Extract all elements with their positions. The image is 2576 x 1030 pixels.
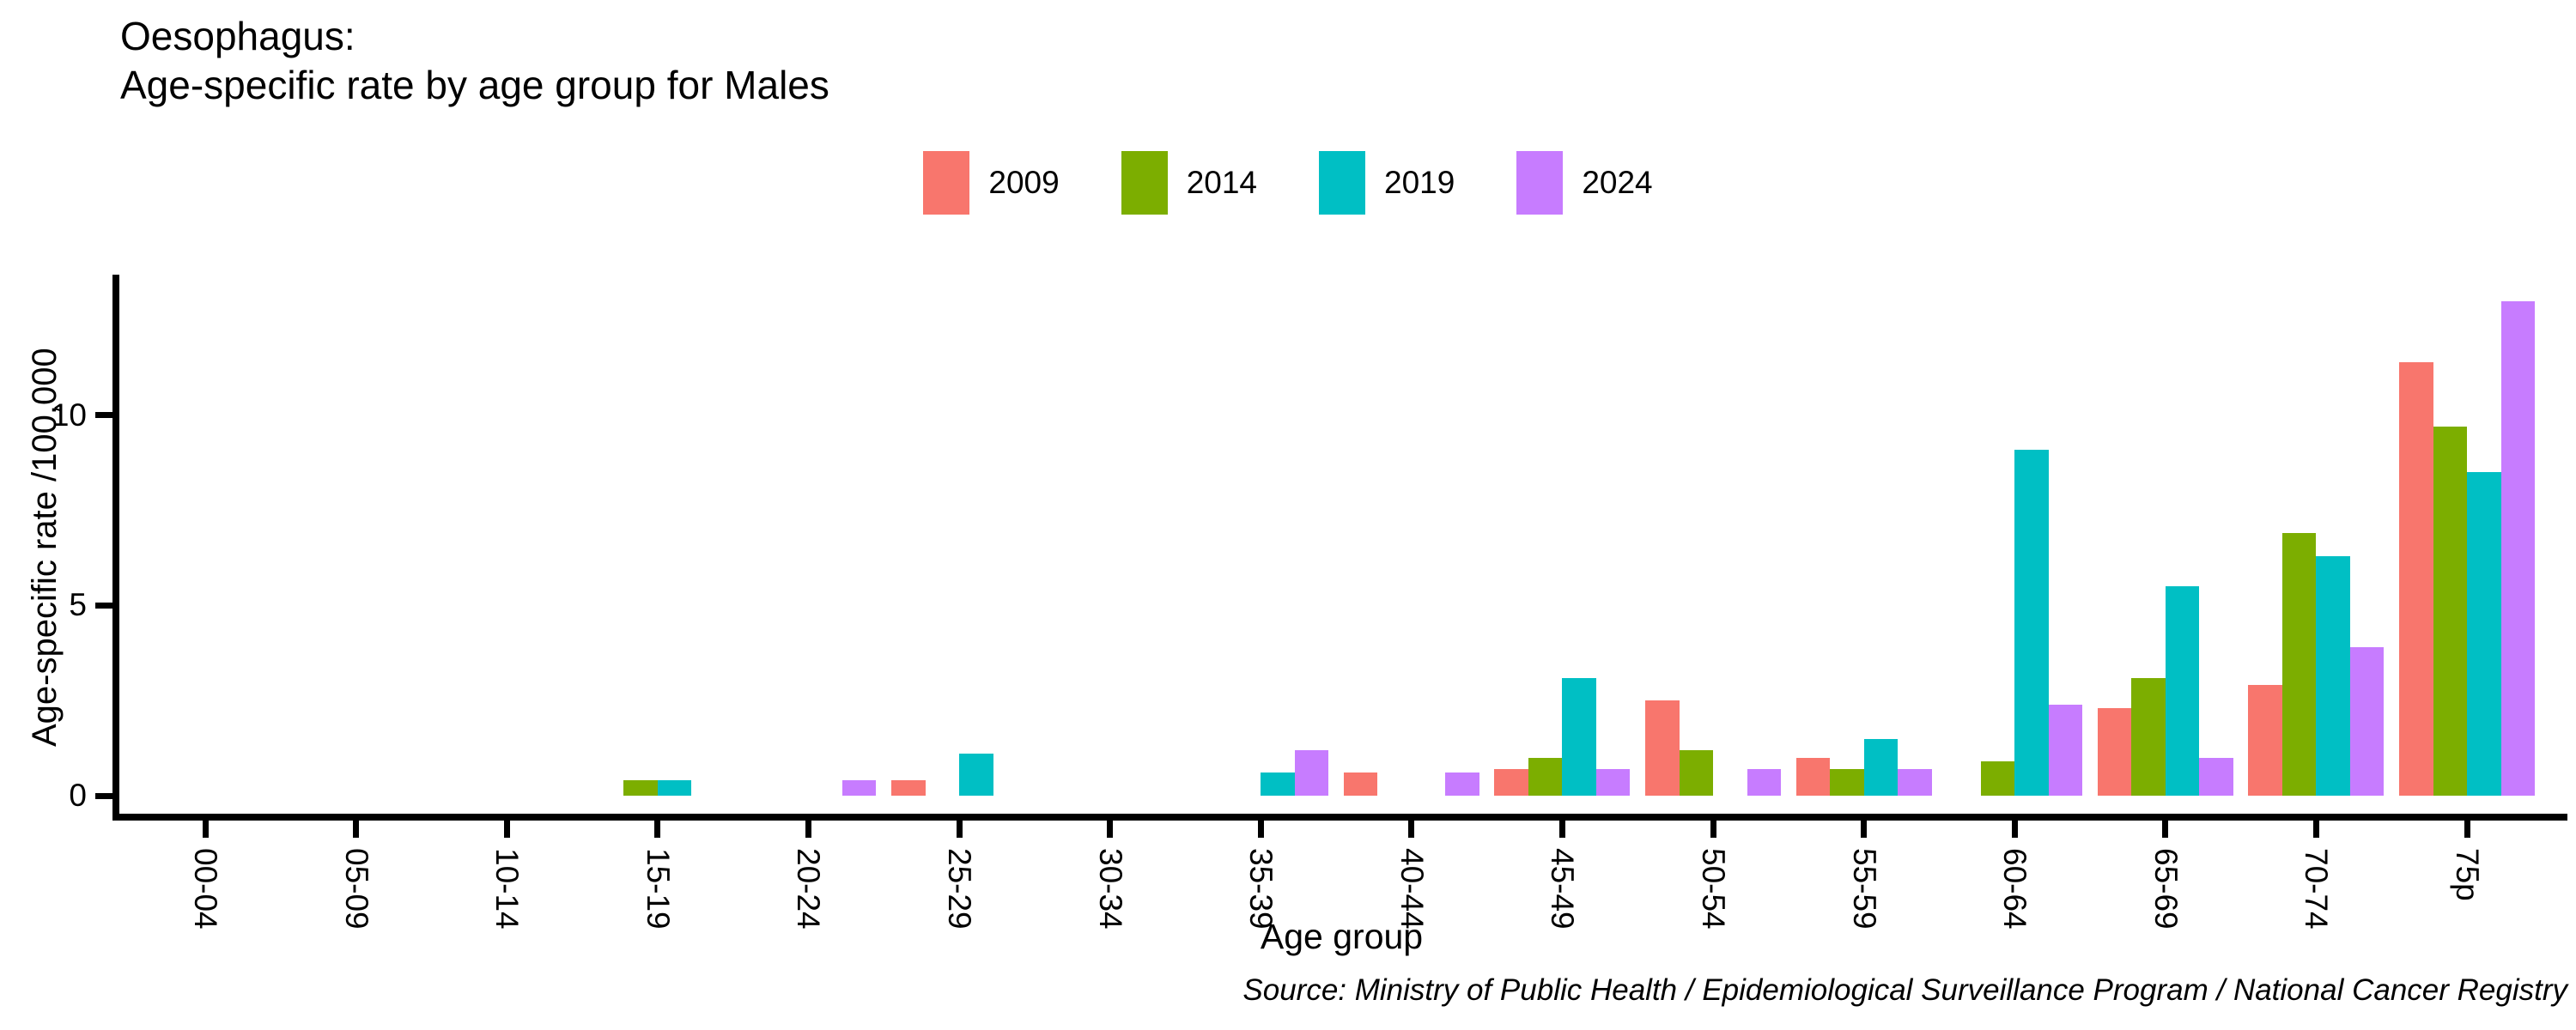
y-axis-title: Age-specific rate /100,000: [26, 348, 64, 748]
y-axis-line: [112, 275, 119, 821]
bar-2014-55-59: [1830, 768, 1864, 796]
bar-2009-65-69: [2097, 708, 2132, 796]
bar-2024-40-44: [1445, 772, 1479, 796]
bar-2009-55-59: [1795, 757, 1831, 796]
bar-2014-50-54: [1679, 749, 1713, 796]
x-axis-line: [112, 814, 2567, 821]
bar-2019-15-19: [657, 780, 692, 796]
legend-item-2009: 2009: [923, 151, 1060, 215]
bar-2009-45-49: [1494, 768, 1528, 796]
x-axis-tick: [2464, 821, 2470, 838]
x-axis-tick-label: 75p: [2450, 848, 2485, 901]
bar-2019-45-49: [1562, 677, 1596, 796]
bar-2009-40-44: [1343, 772, 1378, 796]
legend-label-2019: 2019: [1384, 165, 1455, 200]
bar-2019-35-39: [1261, 772, 1295, 796]
y-axis-tick: [95, 792, 112, 799]
bar-2014-70-74: [2281, 533, 2317, 796]
bar-2019-65-69: [2165, 586, 2200, 796]
legend-swatch-2009: [923, 151, 970, 215]
bar-2009-70-74: [2248, 685, 2282, 796]
legend-item-2024: 2024: [1516, 151, 1653, 215]
x-axis-tick: [1257, 821, 1264, 838]
x-axis-tick: [202, 821, 209, 838]
bar-2009-75p: [2399, 361, 2433, 796]
bar-2009-50-54: [1645, 700, 1680, 796]
bar-2019-60-64: [2014, 449, 2049, 796]
legend-swatch-2014: [1121, 151, 1168, 215]
x-axis-title: Age group: [1260, 917, 1424, 956]
bar-2014-75p: [2433, 426, 2467, 796]
legend-label-2024: 2024: [1582, 165, 1653, 200]
y-axis-tick-label: 0: [69, 778, 87, 813]
bar-2009-25-29: [891, 780, 926, 796]
x-axis-tick: [1408, 821, 1415, 838]
bar-2024-60-64: [2048, 704, 2083, 796]
bar-2014-60-64: [1980, 761, 2015, 796]
chart-title: Oesophagus: Age-specific rate by age gro…: [120, 12, 829, 110]
legend-swatch-2024: [1516, 151, 1564, 215]
x-axis-tick: [2162, 821, 2169, 838]
legend-label-2009: 2009: [988, 165, 1060, 200]
x-axis-tick: [654, 821, 661, 838]
x-axis-tick: [353, 821, 360, 838]
bar-2019-25-29: [959, 754, 993, 796]
legend-item-2019: 2019: [1319, 151, 1455, 215]
legend-swatch-2019: [1319, 151, 1365, 215]
x-axis-tick: [1710, 821, 1716, 838]
bar-2024-70-74: [2349, 647, 2385, 796]
bar-2024-75p: [2500, 300, 2535, 796]
x-axis-tick: [1107, 821, 1114, 838]
bar-2019-55-59: [1863, 738, 1899, 796]
chart-title-line2: Age-specific rate by age group for Males: [120, 63, 829, 107]
source-note: Source: Ministry of Public Health / Epid…: [1242, 973, 2567, 1007]
bar-2019-70-74: [2316, 555, 2350, 796]
bar-2014-65-69: [2131, 677, 2166, 796]
bar-2014-45-49: [1528, 757, 1563, 796]
x-axis-tick: [2312, 821, 2319, 838]
x-axis-tick: [1558, 821, 1565, 838]
y-axis-tick-label: 5: [69, 587, 87, 623]
y-axis-tick-label: 10: [51, 397, 87, 433]
legend-label-2014: 2014: [1186, 165, 1257, 200]
x-axis-tick: [2011, 821, 2018, 838]
x-axis-tick: [1861, 821, 1868, 838]
bar-2024-20-24: [841, 780, 877, 796]
x-axis-tick: [956, 821, 963, 838]
x-axis-tick: [805, 821, 811, 838]
legend-item-2014: 2014: [1121, 151, 1257, 215]
bar-2024-65-69: [2199, 757, 2233, 796]
chart-title-line1: Oesophagus:: [120, 14, 355, 58]
bar-2024-35-39: [1294, 749, 1329, 796]
bar-2024-45-49: [1595, 768, 1631, 796]
bar-2024-55-59: [1898, 768, 1932, 796]
x-axis-tick: [503, 821, 510, 838]
legend: 2009 2014 2019 2024: [0, 151, 2576, 215]
bar-2014-15-19: [623, 780, 658, 796]
bar-2019-75p: [2467, 472, 2501, 796]
y-axis-tick: [95, 412, 112, 419]
y-axis-tick: [95, 602, 112, 609]
bar-2024-50-54: [1747, 768, 1781, 796]
